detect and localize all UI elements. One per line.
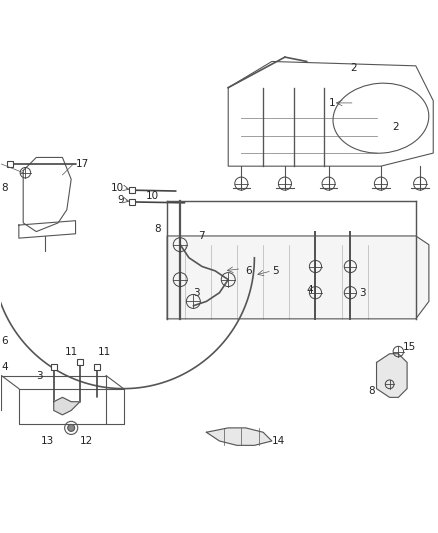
Text: 2: 2 — [391, 122, 398, 132]
Text: 6: 6 — [1, 336, 8, 346]
Text: 17: 17 — [75, 159, 88, 169]
Text: 2: 2 — [350, 63, 356, 73]
Text: 1: 1 — [328, 98, 335, 108]
Text: 8: 8 — [1, 183, 8, 193]
Polygon shape — [376, 354, 406, 398]
Ellipse shape — [332, 83, 428, 153]
Text: 9: 9 — [117, 195, 123, 205]
Text: 13: 13 — [41, 436, 54, 446]
Text: 11: 11 — [97, 346, 110, 357]
Text: 10: 10 — [110, 183, 123, 193]
Text: 3: 3 — [193, 288, 199, 297]
Text: 10: 10 — [145, 191, 158, 201]
Text: 3: 3 — [36, 370, 43, 381]
Text: 14: 14 — [271, 436, 284, 446]
Circle shape — [67, 424, 74, 431]
Text: 8: 8 — [367, 386, 374, 396]
Text: 8: 8 — [154, 224, 160, 235]
Text: 12: 12 — [80, 436, 93, 446]
Text: 4: 4 — [306, 286, 313, 295]
Text: 3: 3 — [358, 288, 365, 297]
Text: 7: 7 — [197, 231, 204, 241]
Text: 11: 11 — [64, 346, 78, 357]
Text: 6: 6 — [245, 266, 252, 276]
Text: 5: 5 — [271, 266, 278, 276]
Polygon shape — [167, 236, 428, 319]
Polygon shape — [53, 398, 80, 415]
Text: 15: 15 — [402, 342, 415, 352]
Text: 4: 4 — [1, 362, 8, 372]
Polygon shape — [206, 428, 271, 446]
